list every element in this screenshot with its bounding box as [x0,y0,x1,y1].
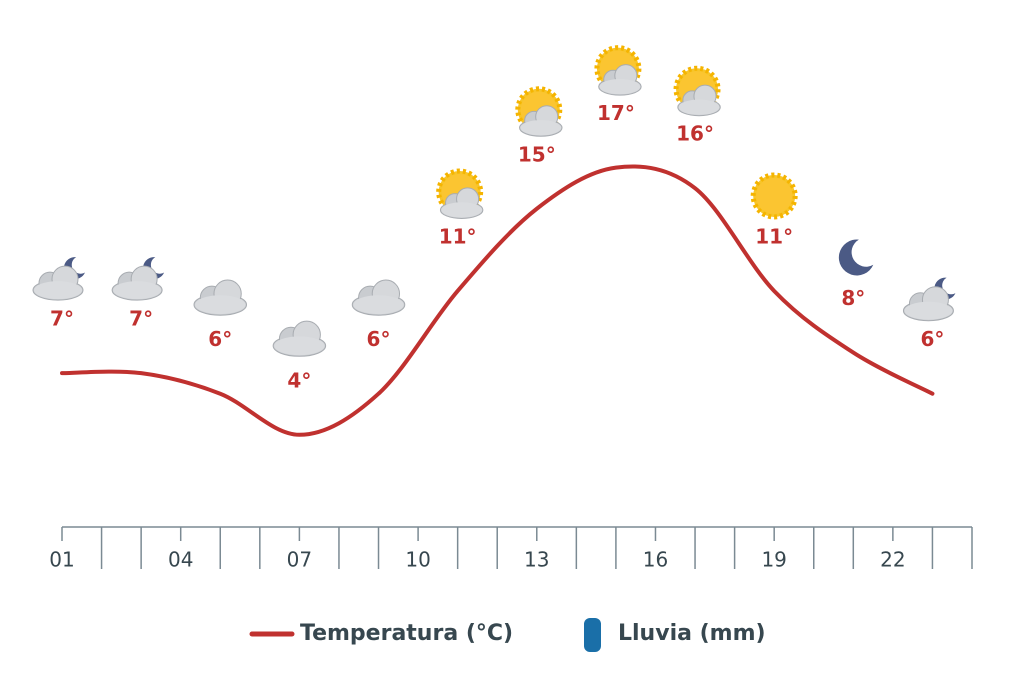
sun [756,177,793,214]
weather-icon [32,257,85,301]
x-tick-label: 13 [524,548,549,572]
cloud-part [274,336,325,356]
weather-icon [193,279,248,316]
value-label: 8° [841,286,865,310]
weather-icon [902,277,956,322]
weather-icon [750,172,798,220]
cloud-part [195,295,246,315]
x-tick-label: 10 [405,548,430,572]
weather-icon [436,168,484,219]
value-label: 6° [367,327,391,351]
x-tick-label: 16 [643,548,668,572]
weather-icon [515,86,563,137]
cloud-part [113,281,162,300]
legend-label: Temperatura (°C) [300,621,513,646]
weather-icon [673,65,721,117]
value-label: 11° [439,224,477,248]
value-label: 11° [755,224,793,248]
x-tick-label: 04 [168,548,193,572]
weather-icon [838,239,874,276]
value-label: 16° [676,122,714,146]
value-label: 15° [518,142,556,166]
value-label: 6° [208,327,232,351]
x-tick-label: 01 [49,548,74,572]
value-label: 17° [597,101,635,125]
moon [838,239,874,276]
legend-swatch [584,618,601,652]
plot: 01 04 07 10 13 16 19 22 7° 7° 6° 4° 6° 11° 15° 17° 16° 11… [32,45,973,572]
value-label: 7° [50,307,74,331]
cloud-part [34,281,82,300]
x-tick-label: 07 [287,548,312,572]
temperature-line [60,164,935,437]
legend-label: Lluvia (mm) [618,621,766,646]
x-tick-label: 22 [880,548,905,572]
weather-icon [351,279,406,316]
cloud-part [904,301,953,320]
weather-icon [272,320,327,357]
cloud-part [599,79,641,95]
x-tick-label: 19 [761,548,786,572]
weather-icon [594,45,642,96]
cloud-part [520,120,562,136]
value-label: 4° [287,368,311,392]
cloud-part [353,295,404,315]
value-label: 6° [920,327,944,351]
weather-icon [111,257,165,301]
value-label: 7° [129,307,153,331]
cloud-part [678,99,720,115]
cloud-part [441,202,483,218]
